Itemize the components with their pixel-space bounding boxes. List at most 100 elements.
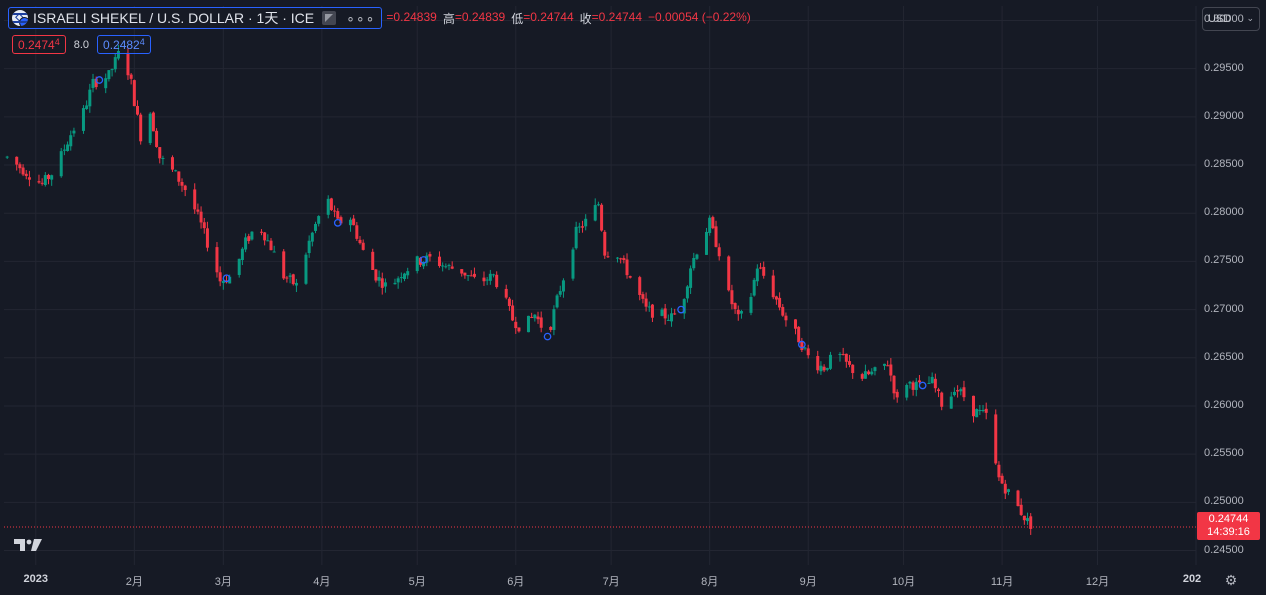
- candle-body: [285, 277, 289, 279]
- buy-price-sup: 4: [139, 36, 145, 47]
- candle-body: [94, 78, 98, 88]
- candle-body: [822, 366, 826, 371]
- candle-body: [851, 364, 855, 374]
- time-tick-label: 7月: [602, 576, 620, 588]
- candle-body: [469, 275, 473, 277]
- candle-body: [59, 151, 63, 177]
- candle-body: [81, 108, 85, 131]
- spread-value: 8.0: [73, 38, 90, 51]
- candle-body: [104, 78, 108, 89]
- candle-body: [107, 70, 111, 80]
- candle-body: [997, 464, 1001, 478]
- candle-body: [495, 274, 499, 288]
- candle-body: [1022, 515, 1026, 521]
- candle-body: [797, 326, 801, 343]
- candle-body: [908, 381, 912, 384]
- candle-body: [727, 256, 731, 291]
- candle-body: [158, 147, 162, 159]
- candle-body: [600, 204, 604, 231]
- price-tick-label: 0.25000: [1204, 495, 1244, 508]
- time-tick-label: 9月: [799, 576, 817, 588]
- sell-price: 0.2474: [18, 37, 55, 52]
- candle-body: [882, 363, 886, 366]
- buy-button[interactable]: 0.2482 4: [97, 35, 151, 54]
- price-tick-label: 0.27000: [1204, 302, 1244, 315]
- candle-body: [711, 217, 715, 229]
- more-options-icon[interactable]: ∘∘∘: [346, 9, 376, 26]
- candle-body: [221, 280, 225, 284]
- candle-body: [428, 254, 432, 257]
- candle-body: [202, 222, 206, 229]
- sell-button[interactable]: 0.2474 4: [12, 35, 66, 54]
- candle-body: [329, 198, 333, 211]
- event-marker-icon[interactable]: [95, 76, 104, 84]
- candle-body: [437, 256, 441, 267]
- candle-body: [336, 211, 340, 219]
- candle-body: [460, 269, 464, 274]
- candle-body: [15, 156, 19, 165]
- candle-body: [533, 314, 537, 319]
- candle-body: [21, 167, 25, 175]
- candle-body: [638, 277, 642, 295]
- candle-body: [762, 266, 766, 276]
- event-marker-icon[interactable]: [797, 340, 806, 349]
- candle-body: [889, 364, 893, 376]
- candle-body: [848, 361, 852, 365]
- currency-flag-icon: [12, 10, 28, 26]
- settings-gear-icon[interactable]: ⚙: [1224, 572, 1238, 588]
- candle-body: [355, 225, 359, 239]
- event-marker-icon[interactable]: [222, 274, 231, 283]
- event-marker-icon[interactable]: [918, 381, 927, 390]
- time-tick-label: 4月: [313, 576, 331, 588]
- event-marker-icon[interactable]: [419, 256, 428, 264]
- price-tick-label: 0.30000: [1204, 13, 1244, 26]
- candle-body: [91, 78, 95, 89]
- event-markers-layer: [95, 76, 927, 390]
- candle-body: [603, 231, 607, 256]
- last-price-value: 0.24744: [1208, 513, 1249, 525]
- candle-body: [161, 158, 165, 160]
- candle-body: [978, 410, 982, 412]
- candle-body: [444, 266, 448, 268]
- candle-body: [619, 258, 623, 260]
- candle-body: [463, 272, 467, 276]
- price-tick-label: 0.26000: [1204, 398, 1244, 411]
- event-marker-icon[interactable]: [333, 219, 342, 227]
- symbol-selector[interactable]: ISRAELI SHEKEL / U.S. DOLLAR · 1天 · ICE …: [8, 7, 383, 29]
- candle-body: [240, 248, 244, 261]
- market-flag-icon[interactable]: [322, 11, 337, 25]
- candle-body: [940, 392, 944, 407]
- ohlc-close-value: =0.24744: [591, 9, 643, 24]
- tradingview-logo-icon[interactable]: [14, 537, 44, 553]
- candle-body: [526, 315, 530, 333]
- candle-body: [47, 174, 51, 180]
- candle-body: [244, 237, 248, 250]
- time-tick-label: 12月: [1085, 576, 1110, 588]
- candle-body: [806, 348, 810, 356]
- candle-body: [892, 375, 896, 394]
- price-tick-label: 0.29500: [1204, 61, 1244, 74]
- candle-body: [504, 288, 508, 298]
- candle-body: [577, 226, 581, 228]
- candle-body: [860, 374, 864, 379]
- ohlc-values: =0.24839 高 =0.24839 低 =0.24744 收 =0.24744 −…: [386, 10, 756, 27]
- candle-body: [422, 261, 426, 267]
- candle-body: [1019, 504, 1023, 515]
- candle-body: [714, 226, 718, 247]
- price-tick-label: 0.28000: [1204, 206, 1244, 219]
- candle-body: [371, 251, 375, 270]
- candle-body: [530, 316, 534, 318]
- candle-body: [85, 105, 89, 110]
- candle-body: [383, 282, 387, 287]
- sell-price-sup: 4: [54, 36, 60, 47]
- candle-body: [689, 268, 693, 288]
- candle-body: [752, 279, 756, 296]
- event-marker-icon[interactable]: [543, 332, 552, 341]
- currency-select[interactable]: USD ⌄: [1202, 7, 1260, 31]
- candle-body: [317, 216, 321, 224]
- price-tick-label: 0.24500: [1204, 543, 1244, 556]
- candle-body: [981, 410, 985, 412]
- candle-body: [666, 319, 670, 321]
- event-marker-icon[interactable]: [677, 305, 685, 314]
